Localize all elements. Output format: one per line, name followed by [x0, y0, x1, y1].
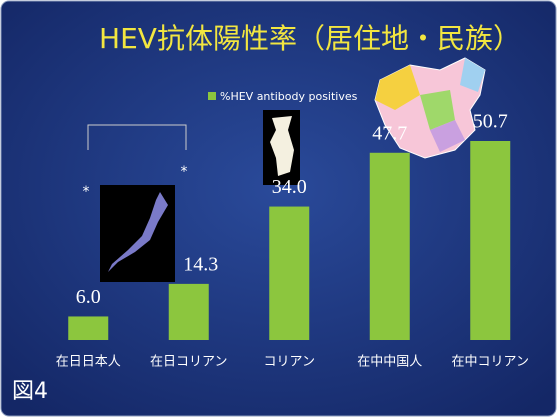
legend-swatch [208, 92, 216, 100]
value-label: 34.0 [272, 176, 307, 198]
bar [470, 141, 511, 340]
significance-bracket [87, 124, 187, 150]
bar [68, 316, 109, 340]
bar [269, 206, 310, 340]
value-label: 14.3 [183, 253, 218, 275]
value-label: 6.0 [76, 286, 101, 308]
china-map [374, 57, 486, 159]
value-label: 50.7 [473, 111, 508, 133]
value-label: 47.7 [372, 122, 407, 144]
legend-label: %HEV antibody positives [220, 90, 358, 103]
japan-map [100, 185, 175, 282]
x-tick-label: 在日日本人 [56, 355, 121, 370]
bar [168, 283, 209, 340]
x-tick-label: コリアン [264, 355, 315, 370]
bar [369, 152, 410, 340]
x-tick-label: 在中中国人 [357, 355, 422, 370]
asterisk: * [83, 184, 90, 200]
x-tick-label: 在中コリアン [452, 355, 529, 370]
korea-map [263, 110, 300, 185]
figure-label: 図4 [12, 379, 48, 404]
x-tick-label: 在日コリアン [150, 355, 227, 370]
asterisk: * [181, 164, 188, 180]
chart-title: HEV抗体陽性率（居住地・民族） [99, 22, 521, 55]
